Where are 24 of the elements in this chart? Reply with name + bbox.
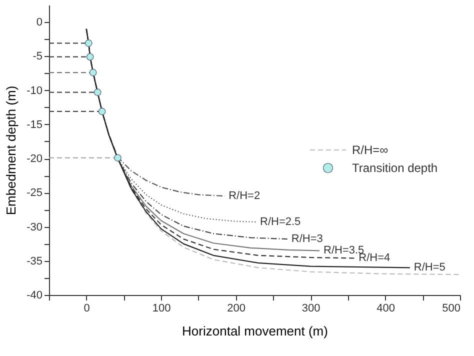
legend-label: Transition depth: [352, 161, 438, 175]
series-label: R/H=2.5: [260, 216, 301, 228]
y-tick-label: -35: [26, 255, 42, 268]
series-label: R/H=4: [358, 252, 390, 264]
series-label: R/H=3: [291, 233, 323, 246]
x-tick-label: 0: [84, 302, 90, 314]
y-tick-label: -20: [26, 153, 42, 166]
y-tick-label: -10: [26, 84, 42, 97]
y-tick-label: -15: [26, 118, 42, 131]
series-label: R/H=5: [414, 262, 446, 274]
y-axis-title: Embedment depth (m): [4, 86, 19, 216]
x-tick-label: 300: [302, 302, 320, 314]
x-tick-label: 100: [152, 302, 171, 314]
x-axis-title: Horizontal movement (m): [182, 324, 328, 338]
x-tick-label: 500: [442, 302, 460, 314]
legend-label: R/H=∞: [352, 143, 389, 157]
y-tick-label: -25: [26, 187, 42, 200]
series-label: R/H=2: [228, 190, 260, 202]
y-tick-label: -30: [26, 221, 42, 234]
x-tick-label: 200: [227, 302, 246, 314]
y-tick-label: -40: [26, 290, 42, 302]
y-tick-label: 0: [36, 16, 42, 29]
y-tick-label: -5: [32, 50, 42, 63]
x-tick-label: 400: [376, 302, 395, 314]
